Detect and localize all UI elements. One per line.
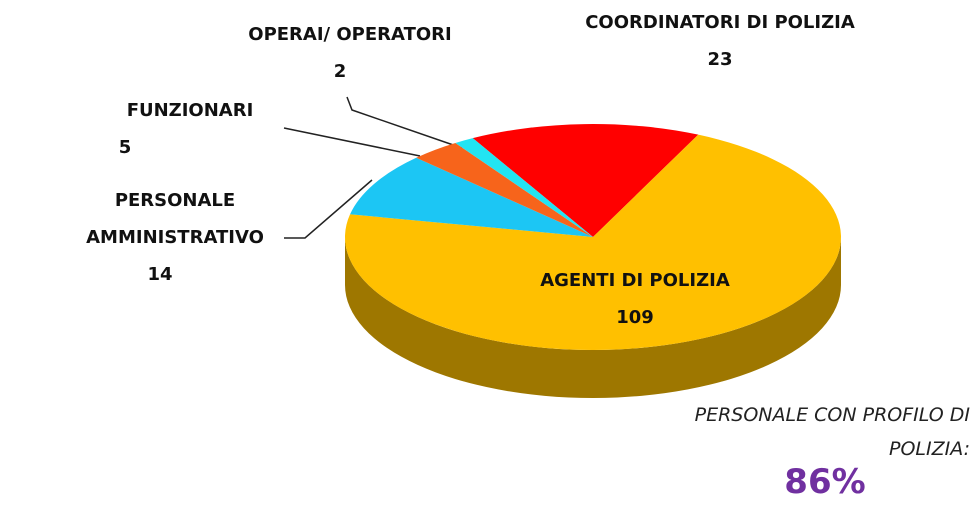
slice — [416, 142, 593, 237]
pie — [345, 124, 841, 398]
slice-label: COORDINATORI DI POLIZIA 23 — [580, 4, 860, 78]
leader-line — [284, 179, 373, 239]
category: PERSONALE AMMINISTRATIVO — [86, 190, 264, 248]
slice-label: PERSONALE AMMINISTRATIVO 14 — [60, 182, 290, 293]
annotation: PERSONALE CON PROFILO DI POLIZIA: — [694, 404, 970, 460]
slice-label: OPERAI/ OPERATORI 2 — [180, 16, 520, 90]
slice-label: AGENTI DI POLIZIA 109 — [470, 262, 800, 336]
value: 109 — [616, 307, 654, 328]
slice-side — [345, 237, 841, 398]
value: 23 — [707, 49, 733, 70]
category: FUNZIONARI — [126, 100, 254, 121]
slice — [455, 138, 593, 237]
leader-line — [283, 127, 421, 157]
slice — [345, 134, 841, 350]
slice — [472, 124, 699, 237]
slice-label: FUNZIONARI 5 — [60, 92, 320, 166]
leader-line — [346, 96, 463, 149]
category: OPERAI/ OPERATORI — [248, 24, 452, 45]
value: 14 — [147, 264, 173, 285]
category: COORDINATORI DI POLIZIA — [585, 12, 855, 33]
slice — [350, 157, 593, 237]
annotation-value: 86% — [784, 462, 866, 502]
category: AGENTI DI POLIZIA — [540, 270, 730, 291]
value: 5 — [118, 137, 132, 158]
value: 2 — [333, 61, 347, 82]
